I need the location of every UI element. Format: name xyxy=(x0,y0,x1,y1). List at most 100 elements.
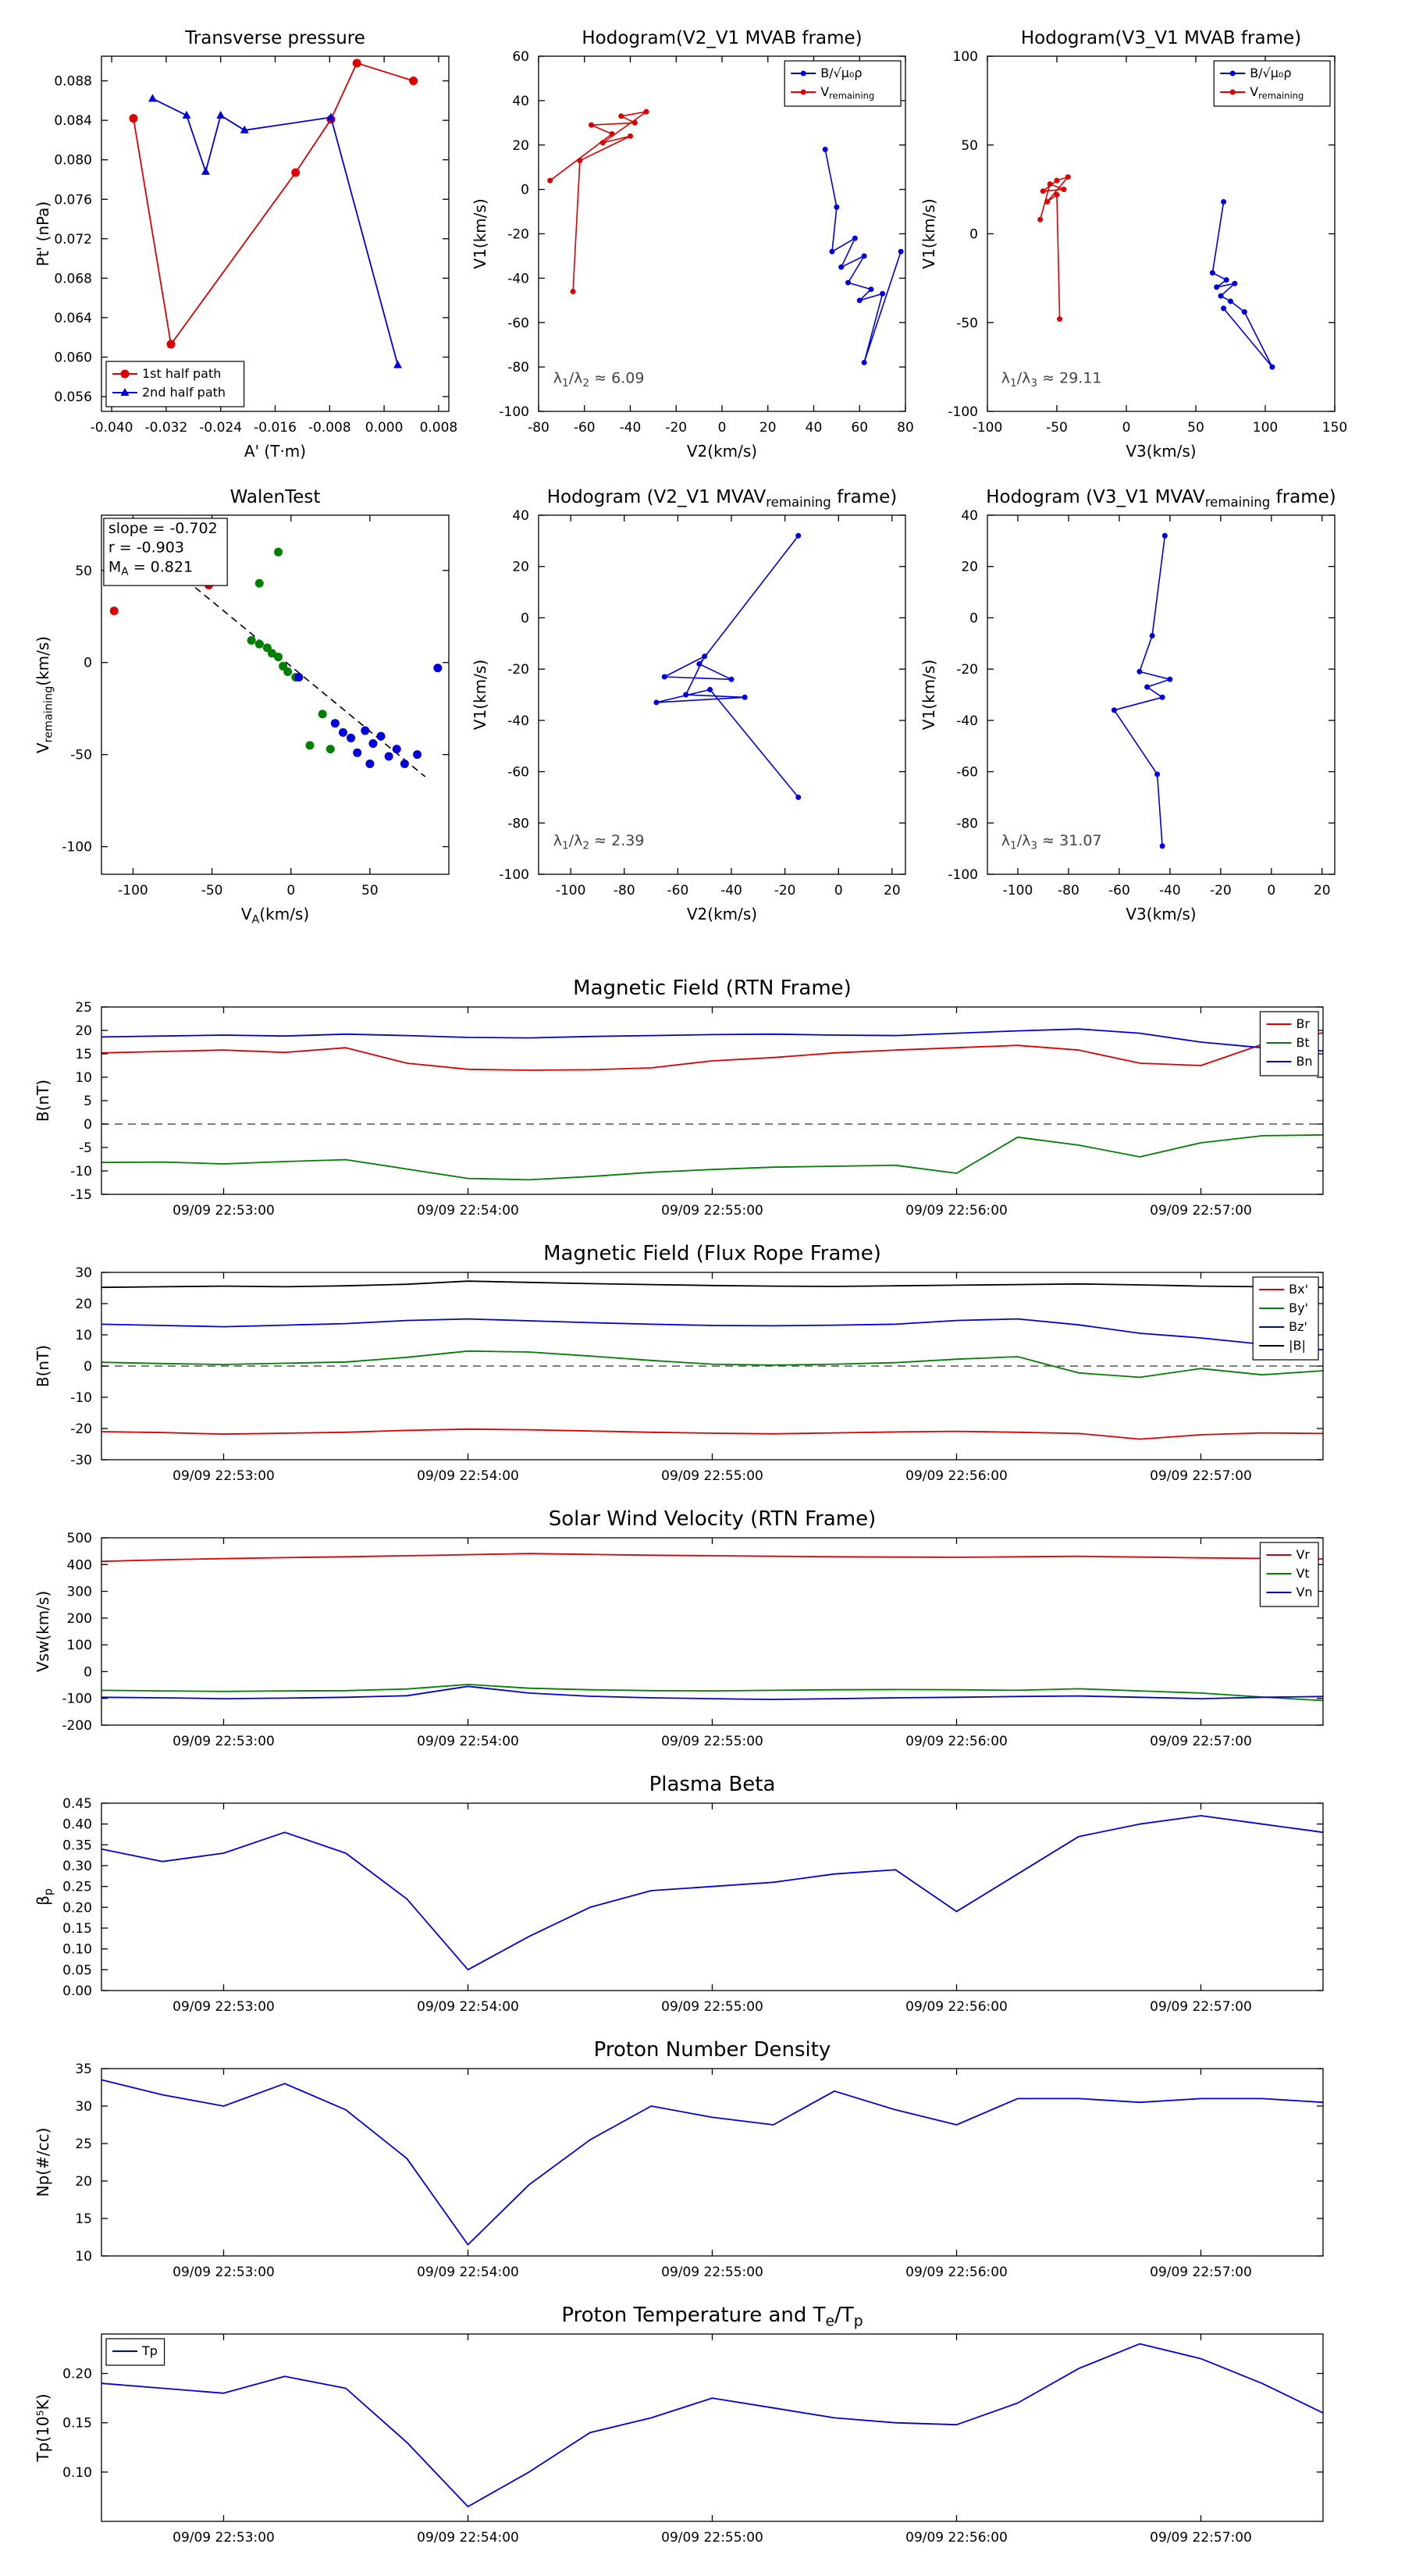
svg-text:0.20: 0.20 xyxy=(62,1900,92,1916)
svg-text:15: 15 xyxy=(75,2211,92,2227)
svg-text:30: 30 xyxy=(75,2099,92,2115)
svg-text:300: 300 xyxy=(67,1585,92,1600)
svg-text:35: 35 xyxy=(75,2062,92,2077)
svg-text:Vremaining(km/s): Vremaining(km/s) xyxy=(34,636,55,753)
svg-text:20: 20 xyxy=(512,138,529,154)
svg-text:10: 10 xyxy=(75,1070,92,1086)
chart-proton-temperature: 09/09 22:53:00 09/09 22:54:00 09/09 22:55:… xyxy=(27,2291,1343,2576)
svg-text:-60: -60 xyxy=(574,420,596,436)
svg-text:0.00: 0.00 xyxy=(62,1984,92,1999)
svg-text:0.064: 0.064 xyxy=(54,311,92,326)
svg-text:0.068: 0.068 xyxy=(54,271,92,286)
svg-text:0.008: 0.008 xyxy=(420,420,458,436)
svg-text:-50: -50 xyxy=(1046,420,1068,436)
svg-text:Vremaining: Vremaining xyxy=(1250,84,1304,101)
svg-text:-100: -100 xyxy=(1003,883,1033,898)
svg-text:-100: -100 xyxy=(556,883,586,898)
svg-text:V2(km/s): V2(km/s) xyxy=(687,905,757,923)
svg-text:20: 20 xyxy=(75,2174,92,2190)
svg-text:09/09 22:56:00: 09/09 22:56:00 xyxy=(905,1468,1008,1484)
svg-text:10: 10 xyxy=(75,1328,92,1343)
chart-hodogram-v2v1-mvab: -80 -60 -40 -20 0 20 40 60 80 -100 -80 -60 -40 -20 0 20… xyxy=(464,13,925,466)
svg-text:0.30: 0.30 xyxy=(62,1859,92,1874)
svg-text:Br: Br xyxy=(1296,1016,1310,1031)
svg-text:WalenTest: WalenTest xyxy=(230,487,321,507)
svg-text:20: 20 xyxy=(759,420,777,436)
svg-text:2nd half path: 2nd half path xyxy=(142,385,226,400)
svg-text:09/09 22:55:00: 09/09 22:55:00 xyxy=(661,1999,763,2015)
svg-text:0: 0 xyxy=(84,1359,92,1375)
svg-text:Hodogram(V3_V1 MVAB frame): Hodogram(V3_V1 MVAB frame) xyxy=(1021,28,1301,48)
svg-text:09/09 22:53:00: 09/09 22:53:00 xyxy=(173,1999,275,2015)
svg-text:40: 40 xyxy=(961,508,978,524)
svg-text:-100: -100 xyxy=(499,404,529,420)
svg-text:-10: -10 xyxy=(70,1164,92,1179)
svg-text:25: 25 xyxy=(75,1000,92,1016)
svg-text:r = -0.903: r = -0.903 xyxy=(108,539,184,557)
svg-text:0: 0 xyxy=(718,420,727,436)
svg-text:0.35: 0.35 xyxy=(62,1838,92,1853)
svg-text:50: 50 xyxy=(1187,420,1204,436)
svg-text:200: 200 xyxy=(67,1611,92,1627)
svg-text:Vremaining: Vremaining xyxy=(820,84,874,101)
svg-text:0: 0 xyxy=(1122,420,1131,436)
svg-text:-60: -60 xyxy=(667,883,689,898)
svg-text:60: 60 xyxy=(851,420,868,436)
svg-text:-50: -50 xyxy=(201,883,223,898)
svg-text:09/09 22:57:00: 09/09 22:57:00 xyxy=(1150,2530,1252,2546)
svg-text:B/√μ₀ρ: B/√μ₀ρ xyxy=(820,66,862,80)
svg-text:20: 20 xyxy=(884,883,901,898)
svg-text:09/09 22:53:00: 09/09 22:53:00 xyxy=(173,1734,275,1749)
svg-text:0: 0 xyxy=(84,1664,92,1680)
svg-text:-10: -10 xyxy=(70,1390,92,1406)
svg-text:-60: -60 xyxy=(507,765,529,781)
svg-text:VA(km/s): VA(km/s) xyxy=(241,905,309,926)
svg-text:0: 0 xyxy=(969,610,978,626)
svg-text:-100: -100 xyxy=(948,867,978,883)
svg-text:Bx': Bx' xyxy=(1289,1282,1308,1297)
svg-text:30: 30 xyxy=(75,1265,92,1281)
svg-text:-20: -20 xyxy=(507,227,529,243)
svg-text:-60: -60 xyxy=(956,765,978,781)
svg-text:1st half path: 1st half path xyxy=(142,366,221,381)
svg-text:20: 20 xyxy=(1314,883,1331,898)
svg-text:09/09 22:54:00: 09/09 22:54:00 xyxy=(417,2530,519,2546)
svg-text:Plasma Beta: Plasma Beta xyxy=(649,1773,776,1796)
svg-text:5: 5 xyxy=(84,1094,92,1109)
svg-text:09/09 22:56:00: 09/09 22:56:00 xyxy=(905,1734,1008,1749)
svg-text:09/09 22:56:00: 09/09 22:56:00 xyxy=(905,1203,1008,1219)
svg-text:Proton Temperature and Te/Tp: Proton Temperature and Te/Tp xyxy=(561,2304,863,2330)
svg-text:λ1/λ2 ≈ 2.39: λ1/λ2 ≈ 2.39 xyxy=(553,832,645,852)
svg-text:-80: -80 xyxy=(956,816,978,831)
chart-walen-test: -100 -50 0 50 -100 -50 0 50 WalenTest VA(km/s) Vre… xyxy=(27,472,468,929)
svg-text:-5: -5 xyxy=(79,1140,92,1156)
svg-text:09/09 22:54:00: 09/09 22:54:00 xyxy=(417,2265,519,2280)
svg-text:-80: -80 xyxy=(507,816,529,831)
svg-text:50: 50 xyxy=(361,883,379,898)
chart-hodogram-v2v1-mvav: -100 -80 -60 -40 -20 0 20 -100 -80 -60 -40 -20 0 20 40… xyxy=(464,472,925,929)
svg-text:-40: -40 xyxy=(507,713,529,729)
svg-text:09/09 22:54:00: 09/09 22:54:00 xyxy=(417,1468,519,1484)
svg-text:-80: -80 xyxy=(507,360,529,375)
svg-text:0.15: 0.15 xyxy=(62,2416,92,2432)
svg-text:V2(km/s): V2(km/s) xyxy=(687,442,757,461)
svg-text:V1(km/s): V1(km/s) xyxy=(919,198,938,269)
svg-text:B(nT): B(nT) xyxy=(34,1080,52,1122)
svg-text:0.10: 0.10 xyxy=(62,1942,92,1958)
svg-text:Np(#/cc): Np(#/cc) xyxy=(34,2128,52,2197)
svg-text:0.088: 0.088 xyxy=(54,74,92,90)
svg-text:15: 15 xyxy=(75,1047,92,1062)
svg-text:-30: -30 xyxy=(70,1453,92,1468)
svg-text:0: 0 xyxy=(286,883,295,898)
svg-text:0.084: 0.084 xyxy=(54,113,92,129)
svg-text:0.056: 0.056 xyxy=(54,390,92,405)
svg-text:-40: -40 xyxy=(620,420,642,436)
svg-text:B/√μ₀ρ: B/√μ₀ρ xyxy=(1250,66,1291,80)
svg-text:-80: -80 xyxy=(528,420,550,436)
svg-text:-40: -40 xyxy=(720,883,742,898)
svg-text:-20: -20 xyxy=(956,662,978,678)
svg-text:-20: -20 xyxy=(665,420,687,436)
svg-text:25: 25 xyxy=(75,2137,92,2152)
svg-text:βp: βp xyxy=(34,1888,55,1905)
svg-text:-50: -50 xyxy=(70,748,92,763)
